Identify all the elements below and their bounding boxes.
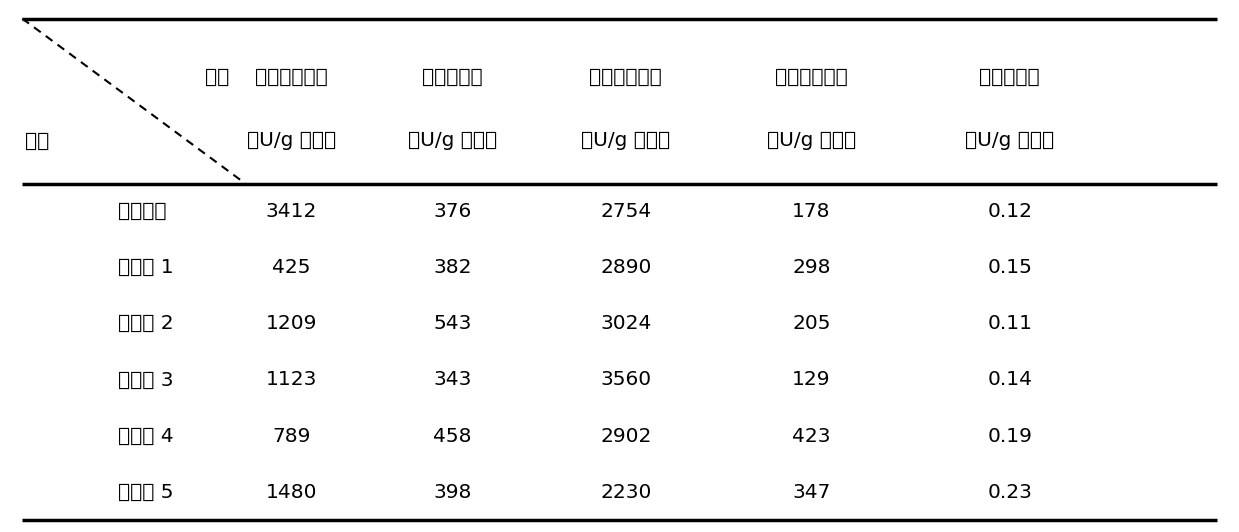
Text: 205: 205 bbox=[792, 314, 831, 334]
Text: （U/g 干重）: （U/g 干重） bbox=[247, 131, 336, 151]
Text: （U/g 干重）: （U/g 干重） bbox=[408, 131, 497, 151]
Text: 0.12: 0.12 bbox=[987, 202, 1032, 221]
Text: （U/g 干重）: （U/g 干重） bbox=[767, 131, 856, 151]
Text: 0.14: 0.14 bbox=[987, 370, 1032, 389]
Text: 425: 425 bbox=[271, 258, 311, 277]
Text: 本发明 5: 本发明 5 bbox=[118, 483, 173, 502]
Text: 0.11: 0.11 bbox=[987, 314, 1032, 334]
Text: 1123: 1123 bbox=[265, 370, 317, 389]
Text: 菌株: 菌株 bbox=[25, 131, 50, 151]
Text: 本发明 1: 本发明 1 bbox=[118, 258, 173, 277]
Text: 298: 298 bbox=[792, 258, 831, 277]
Text: 343: 343 bbox=[434, 370, 471, 389]
Text: （U/g 干重）: （U/g 干重） bbox=[965, 131, 1054, 151]
Text: 2754: 2754 bbox=[600, 202, 652, 221]
Text: 543: 543 bbox=[434, 314, 471, 334]
Text: 0.23: 0.23 bbox=[987, 483, 1032, 502]
Text: 中性蛋白酶活: 中性蛋白酶活 bbox=[590, 68, 662, 87]
Text: 376: 376 bbox=[434, 202, 471, 221]
Text: 果胶酶酶活: 果胶酶酶活 bbox=[980, 68, 1040, 87]
Text: 458: 458 bbox=[432, 427, 472, 446]
Text: 本发明 2: 本发明 2 bbox=[118, 314, 173, 334]
Text: 347: 347 bbox=[793, 483, 830, 502]
Text: 本发明 3: 本发明 3 bbox=[118, 370, 173, 389]
Text: 半纤维素酶活: 半纤维素酶活 bbox=[255, 68, 327, 87]
Text: 1209: 1209 bbox=[265, 314, 317, 334]
Text: （U/g 干重）: （U/g 干重） bbox=[581, 131, 670, 151]
Text: 出发菌株: 出发菌株 bbox=[118, 202, 166, 221]
Text: 0.15: 0.15 bbox=[987, 258, 1032, 277]
Text: 酸性蛋白酶活: 酸性蛋白酶活 bbox=[776, 68, 847, 87]
Text: 2230: 2230 bbox=[600, 483, 652, 502]
Text: 参数: 参数 bbox=[204, 68, 229, 87]
Text: 398: 398 bbox=[434, 483, 471, 502]
Text: 0.19: 0.19 bbox=[987, 427, 1032, 446]
Text: 本发明 4: 本发明 4 bbox=[118, 427, 173, 446]
Text: 3024: 3024 bbox=[600, 314, 652, 334]
Text: 3412: 3412 bbox=[265, 202, 317, 221]
Text: 178: 178 bbox=[792, 202, 831, 221]
Text: 789: 789 bbox=[273, 427, 310, 446]
Text: 2902: 2902 bbox=[600, 427, 652, 446]
Text: 2890: 2890 bbox=[600, 258, 652, 277]
Text: 3560: 3560 bbox=[600, 370, 652, 389]
Text: 1480: 1480 bbox=[265, 483, 317, 502]
Text: 纤维素酶活: 纤维素酶活 bbox=[422, 68, 482, 87]
Text: 423: 423 bbox=[792, 427, 831, 446]
Text: 129: 129 bbox=[792, 370, 831, 389]
Text: 382: 382 bbox=[432, 258, 472, 277]
